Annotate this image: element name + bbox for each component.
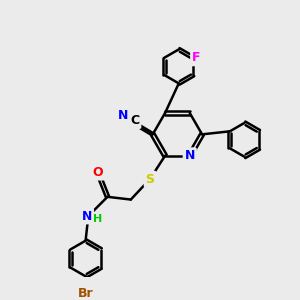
Text: N: N bbox=[184, 149, 195, 162]
Text: N: N bbox=[82, 209, 92, 223]
Text: F: F bbox=[192, 51, 200, 64]
Text: H: H bbox=[93, 214, 103, 224]
Text: Br: Br bbox=[78, 287, 93, 300]
Text: S: S bbox=[146, 172, 154, 185]
Text: N: N bbox=[117, 109, 128, 122]
Text: C: C bbox=[130, 114, 140, 127]
Text: O: O bbox=[93, 166, 103, 179]
